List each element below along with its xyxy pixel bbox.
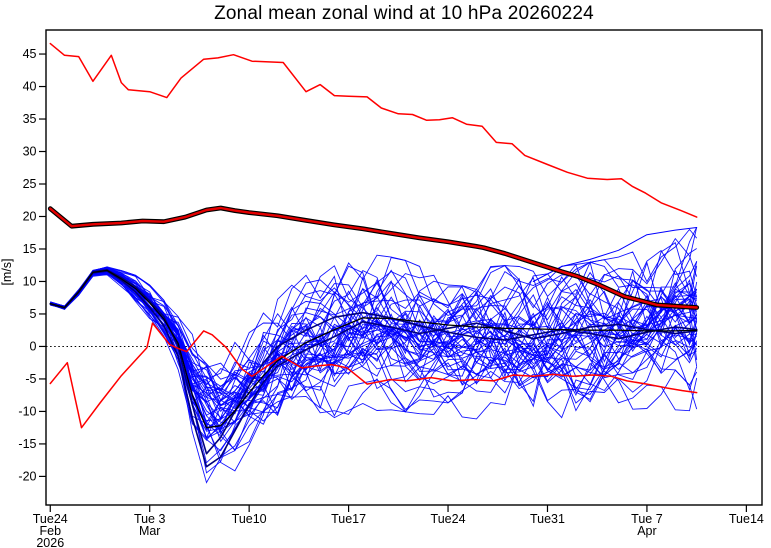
x-tick-label: Mar [139,524,161,538]
ensemble-member-line [50,261,698,458]
x-tick-label: Tue 3 [134,512,166,526]
y-tick-label: 5 [30,307,37,321]
control-forecast-2-line [49,270,698,468]
x-tick-label: Tue14 [729,512,764,526]
control-forecast-1-line [49,269,698,455]
x-tick-label: Tue17 [331,512,366,526]
y-tick-label: 10 [23,274,37,288]
x-tick-label: Tue10 [232,512,267,526]
ensemble-member-line [50,267,697,402]
y-tick-label: -20 [18,469,36,483]
ensemble-member-line [50,269,698,419]
y-tick-label: 25 [23,177,37,191]
y-tick-label: -15 [18,437,36,451]
x-tick-label: Tue31 [530,512,565,526]
ensemble-member-line [50,241,698,439]
y-tick-label: 40 [23,80,37,94]
climatological-minimum-line [49,322,698,429]
highlight-member-line [532,227,698,282]
ensemble-members [50,227,698,484]
ensemble-member-line [50,249,698,394]
chart-title: Zonal mean zonal wind at 10 hPa 20260224 [214,3,594,24]
ensemble-member-line [50,272,698,430]
climatological-maximum-line [49,42,698,218]
y-tick-label: 0 [30,339,37,353]
y-tick-label: 45 [23,47,37,61]
x-tick-label: Tue 7 [631,512,663,526]
y-tick-label: -5 [25,372,36,386]
y-tick-label: 30 [23,145,37,159]
climatological-mean-line [47,205,700,310]
x-tick-label: Feb [39,524,61,538]
ensemble-mean-line [49,269,698,429]
y-axis-label: [m/s] [0,258,14,285]
y-tick-label: 20 [23,209,37,223]
ensemble-member-line [50,237,698,422]
ensemble-member-line [50,270,698,412]
y-tick-label: -10 [18,404,36,418]
ensemble-member-line [50,269,698,431]
x-tick-label: Tue24 [33,512,68,526]
y-axis: -20 -15 -10 -5 0 5 10 15 20 25 30 35 40 45 [m/s] [0,47,46,483]
ensemble-member-line [50,270,698,406]
x-tick-label: Tue24 [431,512,466,526]
x-tick-label: 2026 [36,536,64,548]
x-tick-label: Apr [637,524,656,538]
ensemble-member-line [50,270,698,452]
y-tick-label: 15 [23,242,37,256]
ensemble-member-line [50,269,698,441]
plot-frame [45,29,763,506]
y-tick-label: 35 [23,112,37,126]
